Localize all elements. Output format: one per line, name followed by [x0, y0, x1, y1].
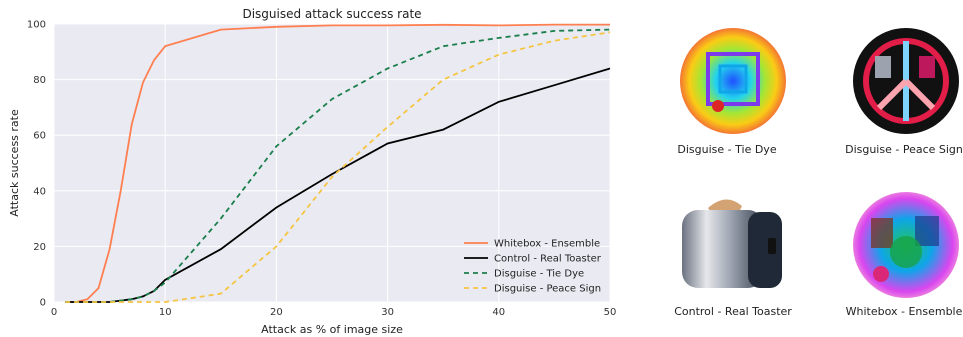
y-tick-label: 80: [33, 75, 46, 86]
caption-peace-sign: Disguise - Peace Sign: [845, 143, 963, 156]
x-tick-label: 10: [159, 307, 172, 318]
x-tick-label: 0: [51, 307, 57, 318]
series-line-whitebox-ensemble: [65, 23, 610, 303]
y-tick-label: 40: [33, 186, 46, 197]
caption-ensemble: Whitebox - Ensemble: [845, 305, 963, 318]
chart: 0 10 20 30 40 50 0 20 40 60 80 100 Disguised attack…: [8, 7, 616, 336]
x-tick-label: 20: [270, 307, 283, 318]
ticks: 0 10 20 30 40 50 0 20 40 60 80 100: [27, 20, 616, 319]
x-axis-label: Attack as % of image size: [261, 323, 403, 336]
y-tick-label: 0: [40, 298, 46, 309]
peace-sign-patch-image: [851, 26, 961, 136]
legend-label: Disguise - Tie Dye: [494, 269, 584, 280]
legend: Whitebox - Ensemble Control - Real Toaste…: [464, 239, 602, 295]
x-tick-label: 50: [604, 307, 617, 318]
legend-label: Whitebox - Ensemble: [494, 239, 600, 250]
legend-label: Disguise - Peace Sign: [494, 284, 601, 295]
caption-tie-dye: Disguise - Tie Dye: [677, 143, 777, 156]
caption-toaster: Control - Real Toaster: [674, 305, 792, 318]
x-tick-label: 40: [492, 307, 505, 318]
x-tick-label: 30: [381, 307, 394, 318]
tie-dye-patch-image: [678, 26, 788, 136]
ensemble-patch-image: [851, 190, 961, 300]
y-axis-label: Attack success rate: [8, 109, 21, 217]
y-tick-label: 60: [33, 131, 46, 142]
legend-label: Control - Real Toaster: [494, 254, 602, 265]
series-line-disguise-peace-sign: [65, 31, 611, 303]
plot-background: [54, 24, 610, 302]
toaster-photo-image: [678, 190, 788, 300]
y-tick-label: 100: [27, 20, 46, 31]
gridlines: [53, 23, 611, 303]
series-lines: [65, 23, 611, 303]
chart-title: Disguised attack success rate: [242, 7, 421, 21]
y-tick-label: 20: [33, 242, 46, 253]
